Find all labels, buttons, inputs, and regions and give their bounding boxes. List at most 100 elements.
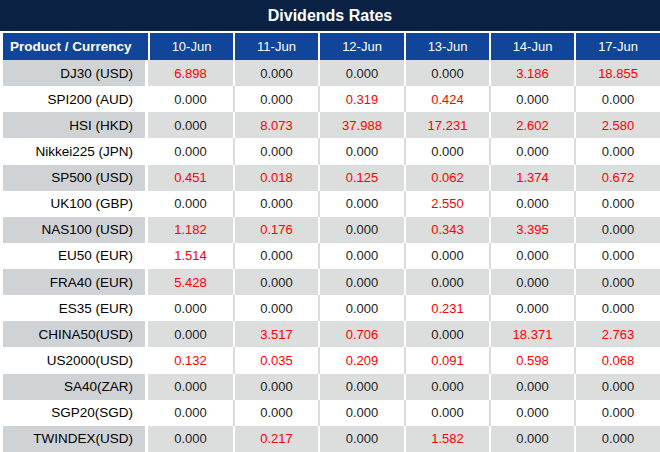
rate-cell: 0.000 — [318, 60, 404, 86]
rate-cell: 37.988 — [318, 112, 404, 138]
rate-cell: 0.000 — [233, 269, 318, 295]
table-row: SGP20(SGD) 0.000 0.000 0.000 0.000 0.000… — [0, 400, 660, 426]
product-cell: SPI200 (AUD) — [0, 86, 148, 112]
column-header-date: 10-Jun — [148, 31, 233, 60]
rate-cell: 0.000 — [233, 138, 318, 164]
rate-cell: 0.000 — [489, 295, 574, 321]
rate-cell: 0.000 — [574, 243, 660, 269]
rate-cell: 0.319 — [318, 86, 404, 112]
rate-cell: 0.000 — [489, 374, 574, 400]
rate-cell: 0.125 — [318, 165, 404, 191]
rate-cell: 0.000 — [489, 269, 574, 295]
table-row: ES35 (EUR) 0.000 0.000 0.000 0.231 0.000… — [0, 295, 660, 321]
product-cell: SA40(ZAR) — [0, 374, 148, 400]
rate-cell: 0.000 — [233, 86, 318, 112]
rate-cell: 0.231 — [404, 295, 489, 321]
rate-cell: 1.374 — [489, 165, 574, 191]
rate-cell: 0.035 — [233, 347, 318, 373]
rate-cell: 0.424 — [404, 86, 489, 112]
table-row: NAS100 (USD) 1.182 0.176 0.000 0.343 3.3… — [0, 217, 660, 243]
product-cell: NAS100 (USD) — [0, 217, 148, 243]
rate-cell: 0.000 — [489, 191, 574, 217]
product-cell: ES35 (EUR) — [0, 295, 148, 321]
rate-cell: 0.000 — [318, 295, 404, 321]
column-header-date: 14-Jun — [489, 31, 574, 60]
rate-cell: 0.000 — [489, 400, 574, 426]
rate-cell: 0.343 — [404, 217, 489, 243]
table-row: TWINDEX(USD) 0.000 0.217 0.000 1.582 0.0… — [0, 426, 660, 452]
table-row: SA40(ZAR) 0.000 0.000 0.000 0.000 0.000 … — [0, 374, 660, 400]
rate-cell: 0.000 — [574, 138, 660, 164]
rate-cell: 2.580 — [574, 112, 660, 138]
rate-cell: 0.000 — [233, 374, 318, 400]
product-cell: SGP20(SGD) — [0, 400, 148, 426]
rate-cell: 0.000 — [148, 426, 233, 452]
table-row: SP500 (USD) 0.451 0.018 0.125 0.062 1.37… — [0, 165, 660, 191]
rate-cell: 1.514 — [148, 243, 233, 269]
rate-cell: 0.000 — [404, 60, 489, 86]
rate-cell: 0.062 — [404, 165, 489, 191]
table-row: HSI (HKD) 0.000 8.073 37.988 17.231 2.60… — [0, 112, 660, 138]
product-cell: TWINDEX(USD) — [0, 426, 148, 452]
rate-cell: 0.091 — [404, 347, 489, 373]
column-header-date: 13-Jun — [404, 31, 489, 60]
product-cell: EU50 (EUR) — [0, 243, 148, 269]
rate-cell: 1.582 — [404, 426, 489, 452]
rate-cell: 0.000 — [404, 400, 489, 426]
rate-cell: 0.018 — [233, 165, 318, 191]
rate-cell: 0.000 — [318, 426, 404, 452]
rate-cell: 0.000 — [574, 295, 660, 321]
rate-cell: 0.000 — [489, 243, 574, 269]
column-header-date: 17-Jun — [574, 31, 660, 60]
dividends-table: Dividends Rates Product / Currency 10-Ju… — [0, 0, 660, 452]
rate-cell: 0.000 — [404, 243, 489, 269]
rate-cell: 0.000 — [233, 60, 318, 86]
rate-cell: 0.000 — [574, 374, 660, 400]
rate-cell: 5.428 — [148, 269, 233, 295]
rate-cell: 17.231 — [404, 112, 489, 138]
rate-cell: 0.176 — [233, 217, 318, 243]
rate-cell: 0.000 — [233, 243, 318, 269]
rate-cell: 0.000 — [148, 295, 233, 321]
rate-cell: 0.000 — [574, 217, 660, 243]
rate-cell: 0.000 — [489, 138, 574, 164]
rate-cell: 0.000 — [318, 374, 404, 400]
dividends-rates-widget: Dividends Rates Product / Currency 10-Ju… — [0, 0, 660, 452]
rate-cell: 0.000 — [148, 191, 233, 217]
table-title: Dividends Rates — [0, 0, 660, 31]
rate-cell: 0.672 — [574, 165, 660, 191]
rate-cell: 18.855 — [574, 60, 660, 86]
table-row: UK100 (GBP) 0.000 0.000 0.000 2.550 0.00… — [0, 191, 660, 217]
table-row: US2000(USD) 0.132 0.035 0.209 0.091 0.59… — [0, 347, 660, 373]
rate-cell: 0.000 — [318, 191, 404, 217]
table-row: DJ30 (USD) 6.898 0.000 0.000 0.000 3.186… — [0, 60, 660, 86]
product-cell: FRA40 (EUR) — [0, 269, 148, 295]
rate-cell: 0.451 — [148, 165, 233, 191]
rate-cell: 0.000 — [233, 191, 318, 217]
rate-cell: 0.000 — [233, 295, 318, 321]
rate-cell: 0.000 — [318, 400, 404, 426]
rate-cell: 0.000 — [318, 243, 404, 269]
rate-cell: 0.706 — [318, 321, 404, 347]
rate-cell: 1.182 — [148, 217, 233, 243]
rate-cell: 0.000 — [318, 138, 404, 164]
rate-cell: 0.000 — [148, 374, 233, 400]
column-header-date: 11-Jun — [233, 31, 318, 60]
rate-cell: 6.898 — [148, 60, 233, 86]
rate-cell: 0.000 — [318, 269, 404, 295]
rate-cell: 2.602 — [489, 112, 574, 138]
column-header-product-currency: Product / Currency — [0, 31, 148, 60]
rate-cell: 0.000 — [148, 400, 233, 426]
rate-cell: 0.000 — [148, 138, 233, 164]
product-cell: UK100 (GBP) — [0, 191, 148, 217]
rate-cell: 0.217 — [233, 426, 318, 452]
product-cell: US2000(USD) — [0, 347, 148, 373]
rate-cell: 3.186 — [489, 60, 574, 86]
product-cell: CHINA50(USD) — [0, 321, 148, 347]
table-row: Nikkei225 (JPN) 0.000 0.000 0.000 0.000 … — [0, 138, 660, 164]
rate-cell: 0.000 — [489, 426, 574, 452]
rate-cell: 0.000 — [489, 86, 574, 112]
rate-cell: 0.000 — [404, 138, 489, 164]
rate-cell: 0.000 — [148, 321, 233, 347]
table-row: CHINA50(USD) 0.000 3.517 0.706 0.000 18.… — [0, 321, 660, 347]
